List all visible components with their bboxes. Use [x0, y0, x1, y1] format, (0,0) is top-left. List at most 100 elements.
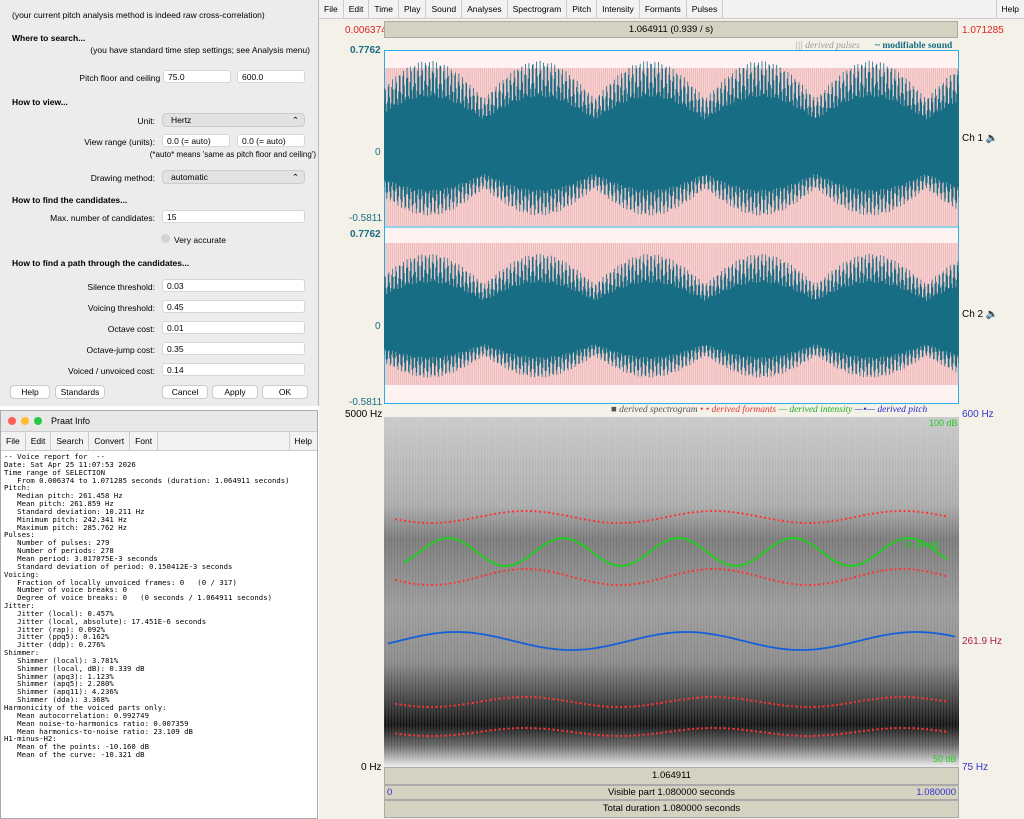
menu-item[interactable]: Pulses: [687, 0, 724, 18]
amp-label: 0.7762: [350, 45, 381, 56]
selection-duration[interactable]: 1.064911: [384, 767, 959, 785]
menu-item[interactable]: Sound: [426, 0, 463, 18]
menu-item[interactable]: Intensity: [597, 0, 640, 18]
texture: [384, 417, 958, 767]
info-line: Voicing:: [4, 569, 40, 579]
menu-item[interactable]: Time: [369, 0, 399, 18]
select[interactable]: automatic ⌃: [162, 170, 305, 184]
info-line: Jitter (local): 0.457%: [4, 608, 114, 618]
input[interactable]: 0.0 (= auto): [162, 134, 230, 147]
input[interactable]: 15: [162, 210, 305, 223]
menu-item[interactable]: Analyses: [462, 0, 508, 18]
input[interactable]: 0.0 (= auto): [237, 134, 305, 147]
spectrogram: [384, 417, 959, 767]
freq-label: 0 Hz: [361, 762, 382, 773]
select[interactable]: Hertz ⌃: [162, 113, 305, 127]
info-line: Number of periods: 278: [4, 546, 114, 556]
info-line: Standard deviation of period: 0.150412E-…: [4, 561, 233, 571]
title-bar: Praat Info: [1, 411, 317, 432]
info-line: Standard deviation: 10.211 Hz: [4, 506, 145, 516]
info-line: Degree of voice breaks: 0 (0 seconds / 1…: [4, 593, 272, 603]
menu-item[interactable]: Formants: [640, 0, 687, 18]
info-line: Shimmer (apq11): 4.236%: [4, 687, 119, 697]
info-line: -- Voice report for --: [4, 452, 106, 461]
pitch-settings-dialog: (your current pitch analysis method is i…: [0, 0, 319, 406]
info-line: H1-minus-H2:: [4, 734, 57, 744]
button[interactable]: Cancel: [162, 385, 208, 399]
info-line: Jitter (local, absolute): 17.451E-6 seco…: [4, 616, 207, 626]
waveform: [384, 50, 959, 404]
input[interactable]: 0.01: [162, 321, 305, 334]
menu-bar: Help File Edit Time Play Sound Analyses Spectro…: [319, 0, 1024, 19]
info-line: Median pitch: 261.458 Hz: [4, 491, 123, 501]
sound-editor: Help File Edit Time Play Sound Analyses Spectro…: [319, 0, 1024, 819]
menu-item[interactable]: Play: [399, 0, 427, 18]
pitch-label: 261.9 Hz: [962, 636, 1003, 647]
menu-item[interactable]: Search: [51, 432, 90, 450]
info-line: Number of pulses: 279: [4, 538, 110, 548]
wave-channel: [384, 253, 959, 378]
note: (you have standard time step settings; s…: [90, 45, 310, 55]
intensity-label: 50 dB: [933, 754, 957, 764]
button[interactable]: OK: [262, 385, 308, 399]
menu-item[interactable]: Spectrogram: [508, 0, 568, 18]
label: Voiced / unvoiced cost:: [68, 366, 155, 376]
menu-item[interactable]: Help: [288, 432, 317, 450]
info-text: -- Voice report for -- Date: Sat Apr 25 1…: [4, 453, 290, 759]
input[interactable]: 600.0: [237, 70, 305, 83]
info-line: Jitter:: [4, 601, 35, 611]
select-value: Hertz: [171, 115, 192, 125]
selection-bar[interactable]: 1.064911 (0.939 / s): [384, 21, 958, 38]
info-line: Jitter (ddp): 0.276%: [4, 640, 106, 650]
button[interactable]: Help: [10, 385, 50, 399]
button[interactable]: Apply: [212, 385, 258, 399]
input[interactable]: 0.35: [162, 342, 305, 355]
channel-label[interactable]: Ch 1 🔈: [962, 133, 999, 144]
input[interactable]: 0.14: [162, 363, 305, 376]
menu-item[interactable]: Convert: [89, 432, 131, 450]
info-line: Mean pitch: 261.859 Hz: [4, 499, 114, 509]
menu-item[interactable]: File: [319, 0, 344, 18]
total-duration[interactable]: Total duration 1.080000 seconds: [384, 800, 959, 818]
info-line: Shimmer (dda): 3.368%: [4, 695, 110, 705]
info-line: Shimmer (apq5): 2.280%: [4, 679, 114, 689]
amp-label: 0: [375, 321, 381, 332]
menu-item[interactable]: Pitch: [567, 0, 598, 18]
select-value: automatic: [171, 172, 208, 182]
checkbox[interactable]: [161, 234, 170, 243]
info-line: Maximum pitch: 285.762 Hz: [4, 522, 128, 532]
menu-item[interactable]: Edit: [344, 0, 370, 18]
info-line: Shimmer:: [4, 648, 40, 658]
amp-label: -0.5811: [349, 213, 383, 224]
heading: How to view...: [12, 97, 68, 107]
input[interactable]: 75.0: [163, 70, 231, 83]
menu-item[interactable]: Edit: [26, 432, 52, 450]
button[interactable]: Standards: [55, 385, 105, 399]
legend-text: derived pitch: [877, 405, 928, 415]
window-title: Praat Info: [51, 416, 91, 426]
channel-label[interactable]: Ch 2 🔈: [962, 309, 999, 320]
legend: ~ modifiable sound: [875, 41, 953, 51]
info-line: Minimum pitch: 242.341 Hz: [4, 514, 128, 524]
label: Voicing threshold:: [87, 303, 155, 313]
info-line: Mean period: 3.817075E-3 seconds: [4, 553, 158, 563]
menu-item[interactable]: Font: [130, 432, 159, 450]
input[interactable]: 0.03: [162, 279, 305, 292]
visible-end: 1.080000: [916, 787, 956, 798]
label: Octave-jump cost:: [86, 345, 156, 355]
menu-item[interactable]: Help: [995, 0, 1024, 18]
intensity-label: 100 dB: [929, 418, 958, 428]
visible-part[interactable]: 0 Visible part 1.080000 seconds 1.080000: [384, 785, 959, 800]
note: (*auto* means 'same as pitch floor and c…: [149, 150, 316, 159]
menu-item[interactable]: File: [1, 432, 26, 450]
checkbox-label: Very accurate: [174, 235, 226, 245]
start-time: 0.006374: [345, 25, 387, 36]
label: Octave cost:: [107, 324, 155, 334]
visible-text: Visible part 1.080000 seconds: [607, 787, 736, 798]
input[interactable]: 0.45: [162, 300, 305, 313]
info-line: Number of voice breaks: 0: [4, 585, 128, 595]
pitch-curve: [387, 631, 956, 651]
info-line: Jitter (rap): 0.092%: [4, 624, 106, 634]
info-line: Pulses:: [4, 530, 35, 540]
amp-label: 0: [375, 147, 381, 158]
